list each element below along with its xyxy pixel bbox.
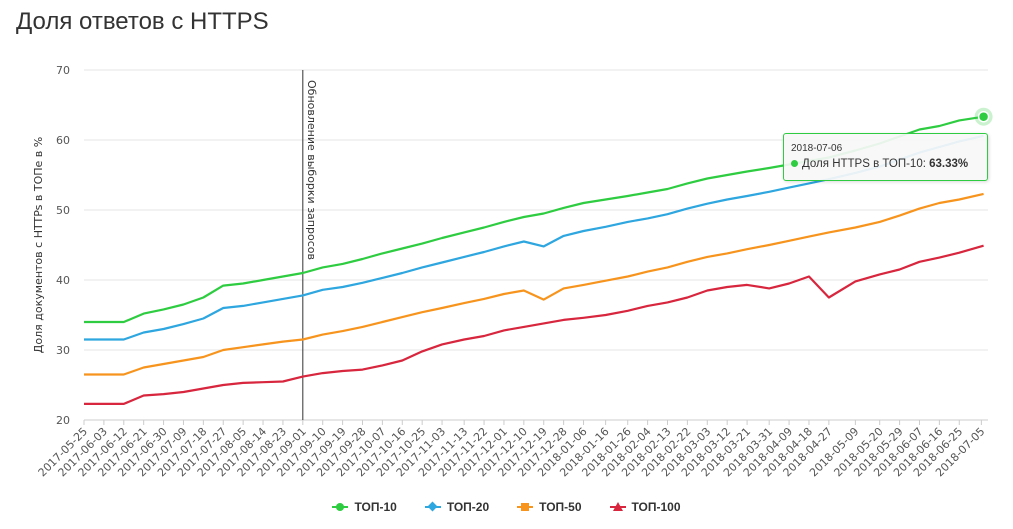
legend-item-top20[interactable]: ТОП-20 bbox=[424, 500, 490, 514]
y-axis-ticks: 20 30 40 50 60 70 bbox=[56, 64, 70, 427]
legend: ТОП-10 ТОП-20 ТОП-50 ТОП-100 bbox=[0, 500, 1013, 514]
legend-label: ТОП-10 bbox=[354, 500, 397, 514]
hover-marker[interactable] bbox=[974, 107, 993, 126]
y-tick-label: 20 bbox=[56, 414, 70, 427]
legend-item-top50[interactable]: ТОП-50 bbox=[517, 500, 582, 514]
y-tick-label: 50 bbox=[56, 204, 70, 217]
tooltip-date: 2018-07-06 bbox=[791, 143, 843, 154]
tooltip: 2018-07-06 Доля HTTPS в ТОП-10: 63.33% bbox=[783, 133, 988, 181]
grid bbox=[84, 69, 988, 421]
y-tick-label: 30 bbox=[56, 344, 70, 357]
tooltip-dot-icon bbox=[791, 160, 798, 167]
legend-label: ТОП-100 bbox=[631, 500, 681, 514]
diamond-marker-icon bbox=[424, 501, 441, 513]
y-tick-label: 40 bbox=[56, 274, 70, 287]
y-tick-label: 70 bbox=[56, 64, 70, 77]
tooltip-series: Доля HTTPS в ТОП-10 bbox=[802, 158, 923, 170]
legend-item-top100[interactable]: ТОП-100 bbox=[609, 500, 681, 514]
https-share-chart: 20 30 40 50 60 70 2017-05-252017-06-032017-06… bbox=[32, 64, 993, 479]
triangle-marker-icon bbox=[609, 501, 626, 513]
x-axis-ticks: 2017-05-252017-06-032017-06-122017-06-21… bbox=[36, 420, 987, 479]
legend-item-top10[interactable]: ТОП-10 bbox=[332, 500, 397, 514]
legend-label: ТОП-20 bbox=[446, 500, 490, 514]
series-line-top50 bbox=[84, 192, 984, 376]
tooltip-row: Доля HTTPS в ТОП-10: 63.33% bbox=[791, 158, 968, 170]
tooltip-value: 63.33% bbox=[929, 158, 969, 170]
square-marker-icon bbox=[517, 501, 534, 513]
annotation-line: Обновление выборки запросов bbox=[302, 70, 318, 420]
series-line-top100 bbox=[84, 244, 984, 405]
legend-label: ТОП-50 bbox=[539, 500, 582, 514]
y-axis-label: Доля документов с HTTPs в ТОПе в % bbox=[32, 137, 45, 353]
hover-point[interactable] bbox=[977, 110, 990, 123]
y-tick-label: 60 bbox=[56, 134, 70, 147]
annotation-label: Обновление выборки запросов bbox=[305, 80, 318, 260]
circle-marker-icon bbox=[332, 501, 349, 513]
chart-title: Доля ответов с HTTPS bbox=[16, 8, 269, 35]
